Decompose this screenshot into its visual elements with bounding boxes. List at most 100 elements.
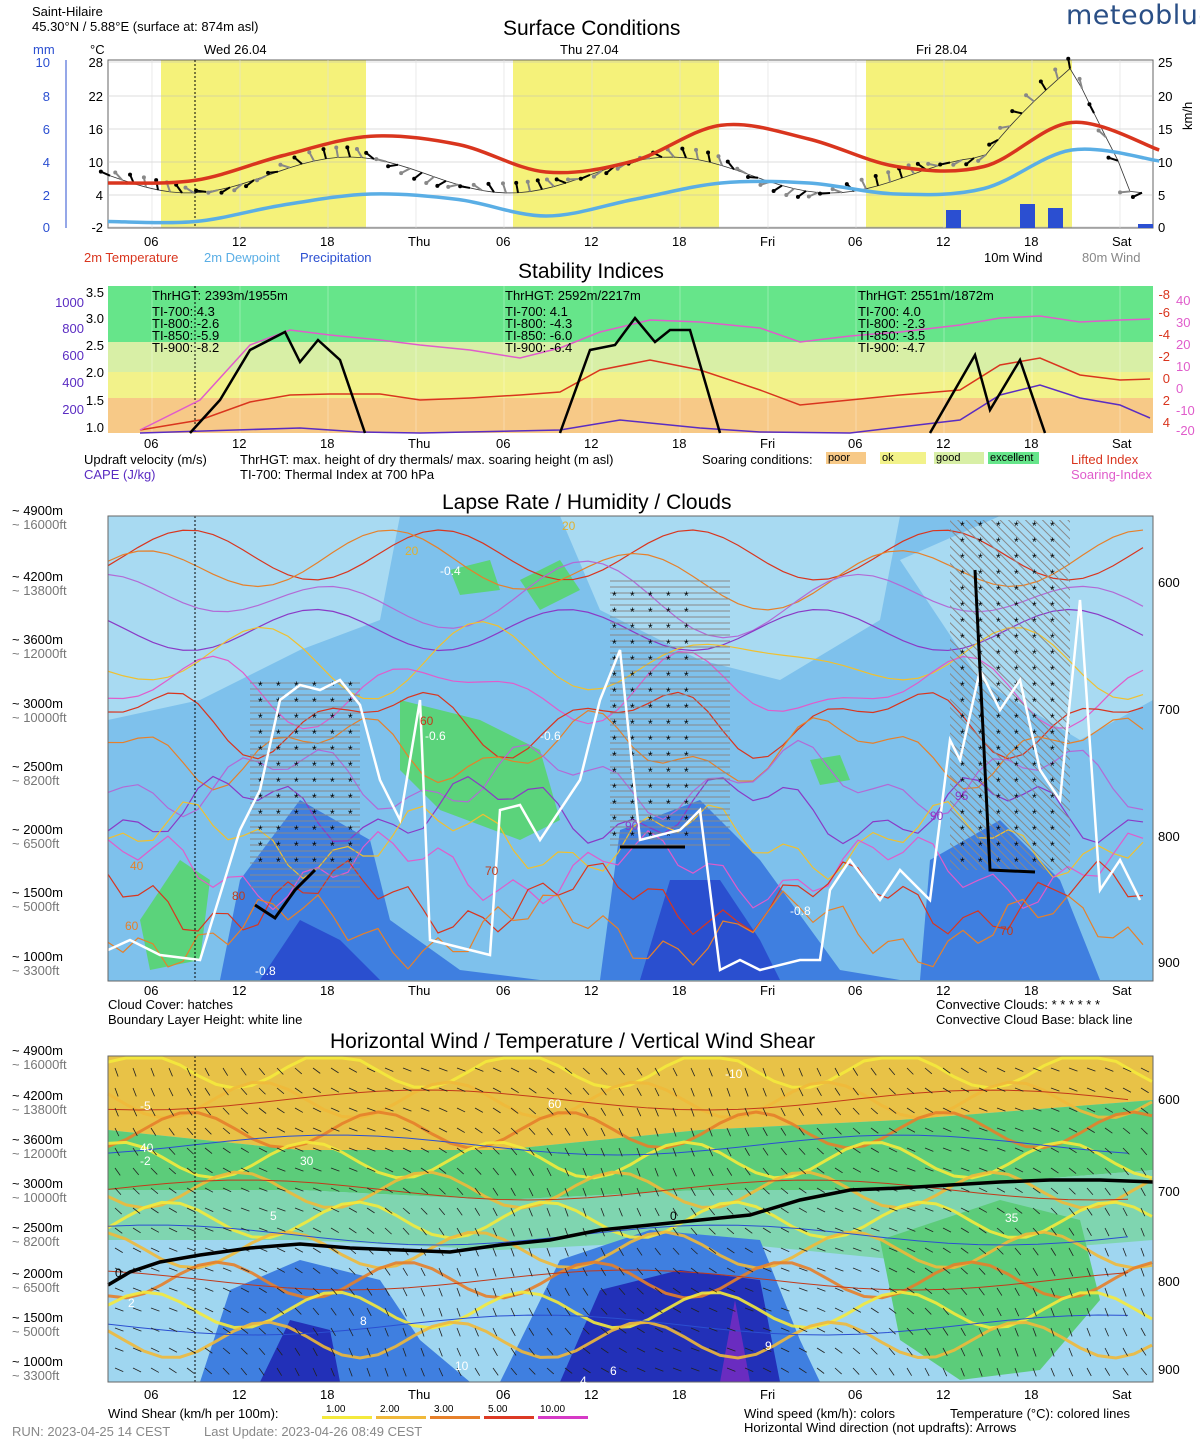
wind-direction-arrow <box>600 1107 607 1116</box>
time-tick: 06 <box>144 234 159 249</box>
y-tick-si: 40 <box>1176 293 1190 308</box>
svg-text:*: * <box>1050 823 1055 837</box>
wind-direction-arrow <box>924 1367 930 1377</box>
svg-text:*: * <box>612 621 617 635</box>
svg-text:*: * <box>276 807 281 821</box>
wind-direction-arrow <box>906 1367 912 1376</box>
ti-850: TI-850: -5.9 <box>152 328 220 343</box>
wind-direction-arrow <box>420 1207 428 1215</box>
wind-direction-arrow <box>294 1267 303 1274</box>
y-tick-si: -10 <box>1176 403 1195 418</box>
wind-direction-arrow <box>870 1147 879 1153</box>
wind-direction-arrow <box>402 1107 412 1112</box>
wind-direction-arrow <box>294 1247 304 1253</box>
wind-direction-arrow <box>294 1087 303 1094</box>
wind-direction-arrow <box>474 1147 483 1155</box>
wind-direction-arrow <box>762 1347 772 1352</box>
wind-direction-arrow <box>492 1307 497 1317</box>
svg-text:*: * <box>330 727 335 741</box>
y-tick-c: 22 <box>89 89 103 104</box>
contour-label: 10 <box>455 1359 469 1373</box>
y-tick-cape: 800 <box>62 321 84 336</box>
wind-direction-arrow <box>492 1167 499 1176</box>
svg-text:*: * <box>648 621 653 635</box>
wind-direction-arrow <box>1122 1107 1131 1114</box>
wind-direction-arrow <box>798 1367 807 1374</box>
wind-direction-arrow <box>834 1307 844 1313</box>
wind-direction-arrow <box>1122 1287 1127 1297</box>
wind-direction-arrow <box>798 1287 808 1292</box>
wind-direction-arrow <box>636 1227 642 1237</box>
svg-text:*: * <box>294 855 299 869</box>
wind-direction-arrow <box>456 1067 466 1072</box>
wind-direction-arrow <box>960 1107 970 1112</box>
wind-direction-arrow <box>888 1147 898 1153</box>
wind-direction-arrow <box>834 1087 841 1096</box>
wind-direction-arrow <box>456 1087 466 1092</box>
svg-text:*: * <box>978 791 983 805</box>
hpa-tick: 900 <box>1158 1362 1180 1377</box>
svg-text:*: * <box>612 765 617 779</box>
wind-direction-arrow <box>978 1207 988 1213</box>
wind-direction-arrow <box>510 1147 518 1156</box>
svg-text:*: * <box>1050 583 1055 597</box>
wind-direction-arrow <box>852 1127 861 1135</box>
wind-direction-arrow <box>906 1147 916 1153</box>
wind-direction-arrow <box>546 1087 555 1095</box>
wind-direction-arrow <box>546 1167 552 1177</box>
wind-direction-arrow <box>510 1227 515 1237</box>
svg-text:*: * <box>1014 535 1019 549</box>
wind-direction-arrow <box>294 1307 302 1315</box>
svg-text:*: * <box>258 807 263 821</box>
wind-direction-arrow <box>654 1167 659 1177</box>
wind-direction-arrow <box>816 1067 822 1077</box>
wind-direction-arrow <box>816 1107 823 1116</box>
wind-direction-arrow <box>816 1307 826 1312</box>
contour-label: 35 <box>1005 1211 1019 1225</box>
wind-direction-arrow <box>492 1187 499 1196</box>
wind-direction-arrow <box>330 1227 339 1233</box>
wind-direction-arrow <box>240 1127 249 1134</box>
wind-direction-arrow <box>564 1287 570 1297</box>
wind-direction-arrow <box>780 1307 790 1312</box>
svg-text:*: * <box>1050 711 1055 725</box>
wind-direction-arrow <box>1032 1307 1037 1317</box>
location-coords: 45.30°N / 5.88°E (surface at: 874m asl) <box>32 19 259 34</box>
alt-m: ~ 3600m <box>12 1132 63 1147</box>
wind-direction-arrow <box>366 1187 376 1193</box>
wind-direction-arrow <box>1140 1187 1146 1197</box>
svg-text:*: * <box>348 759 353 773</box>
wind-direction-arrow <box>546 1307 552 1316</box>
wind-direction-arrow <box>1086 1067 1096 1072</box>
wind-direction-arrow <box>168 1127 175 1136</box>
svg-text:*: * <box>666 829 671 843</box>
wind-direction-arrow <box>168 1287 178 1292</box>
wind-direction-arrow <box>852 1207 862 1212</box>
wind-direction-arrow <box>1050 1087 1060 1092</box>
wind-direction-arrow <box>744 1307 754 1312</box>
wind-direction-arrow <box>816 1167 825 1174</box>
wind-direction-arrow <box>618 1247 624 1256</box>
svg-text:*: * <box>1050 519 1055 533</box>
time-tick: Fri <box>760 436 776 451</box>
hpa-tick: 900 <box>1158 955 1180 970</box>
wind-direction-arrow <box>1140 1147 1148 1156</box>
wind-direction-arrow <box>960 1367 965 1377</box>
wind-direction-arrow <box>672 1167 677 1177</box>
wind-direction-arrow <box>528 1187 534 1197</box>
time-tick: 18 <box>1024 436 1039 451</box>
time-tick: 18 <box>320 436 335 451</box>
wind-direction-arrow <box>924 1307 932 1315</box>
wind-direction-arrow <box>276 1367 282 1376</box>
shear-contour <box>107 1320 1153 1360</box>
y-tick-mm: 8 <box>43 89 50 104</box>
wind-direction-arrow <box>114 1247 123 1253</box>
wind-direction-arrow <box>1050 1287 1055 1297</box>
temperature-line <box>107 1179 1129 1201</box>
wind-direction-arrow <box>492 1127 501 1134</box>
wind-direction-arrow <box>978 1307 985 1316</box>
svg-text:*: * <box>258 679 263 693</box>
panel3-title: Lapse Rate / Humidity / Clouds <box>442 491 732 514</box>
svg-text:*: * <box>684 813 689 827</box>
svg-text:*: * <box>960 679 965 693</box>
